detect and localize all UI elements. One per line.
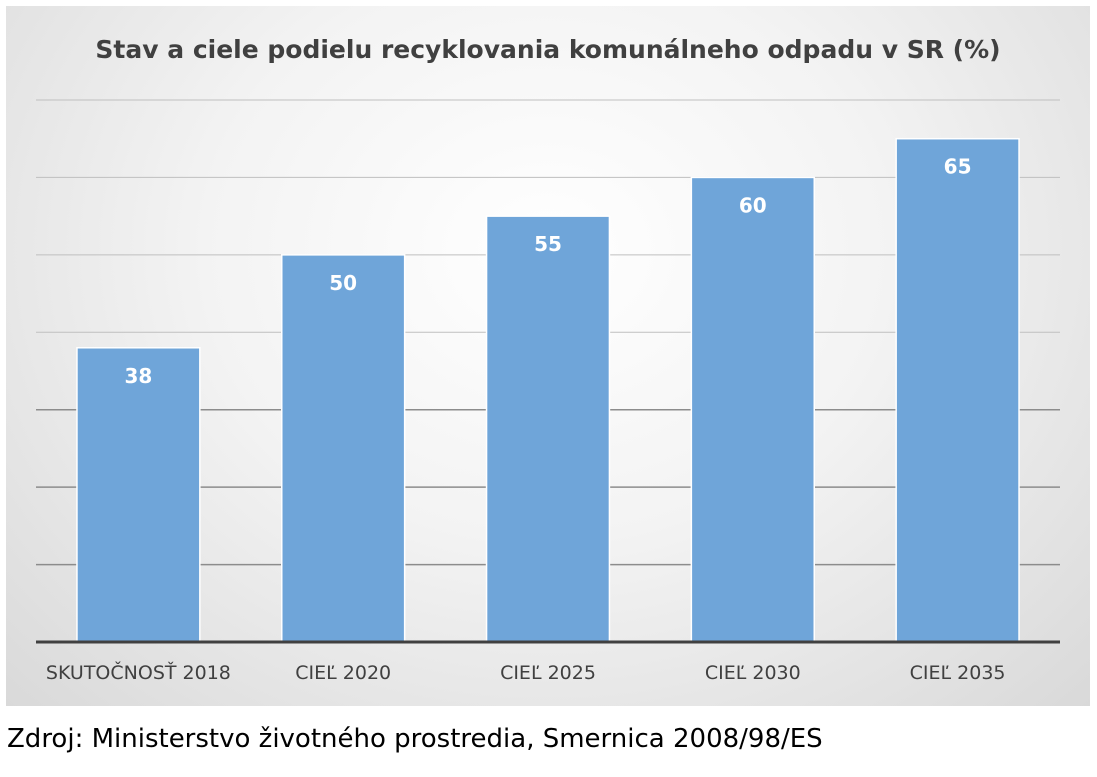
- x-tick-label-4: CIEĽ 2030: [705, 662, 801, 684]
- x-tick-label-1: SKUTOČNOSŤ 2018: [46, 660, 231, 684]
- bar-chart: Stav a ciele podielu recyklovania komuná…: [36, 35, 1060, 684]
- data-label-1: 38: [124, 364, 152, 388]
- bar-3: [485, 215, 611, 643]
- x-axis-ticks: SKUTOČNOSŤ 2018 CIEĽ 2020 CIEĽ 2025 CIEĽ 20…: [46, 660, 1006, 684]
- data-label-4: 60: [739, 193, 767, 217]
- data-label-3: 55: [534, 232, 562, 256]
- bar-5: [895, 137, 1020, 643]
- bars: [76, 137, 1020, 643]
- x-tick-label-5: CIEĽ 2035: [910, 662, 1006, 684]
- bar-2: [281, 254, 406, 643]
- data-labels: 38 50 55 60 65: [124, 155, 971, 388]
- x-tick-label-2: CIEĽ 2020: [295, 662, 391, 684]
- data-label-2: 50: [329, 271, 357, 295]
- x-tick-label-3: CIEĽ 2025: [500, 662, 596, 684]
- chart-panel: Stav a ciele podielu recyklovania komuná…: [6, 6, 1090, 706]
- data-label-5: 65: [944, 155, 972, 179]
- bar-1: [76, 347, 201, 643]
- chart-title: Stav a ciele podielu recyklovania komuná…: [95, 35, 1000, 64]
- bar-4: [690, 176, 815, 643]
- source-note: Zdroj: Ministerstvo životného prostredia…: [7, 724, 823, 754]
